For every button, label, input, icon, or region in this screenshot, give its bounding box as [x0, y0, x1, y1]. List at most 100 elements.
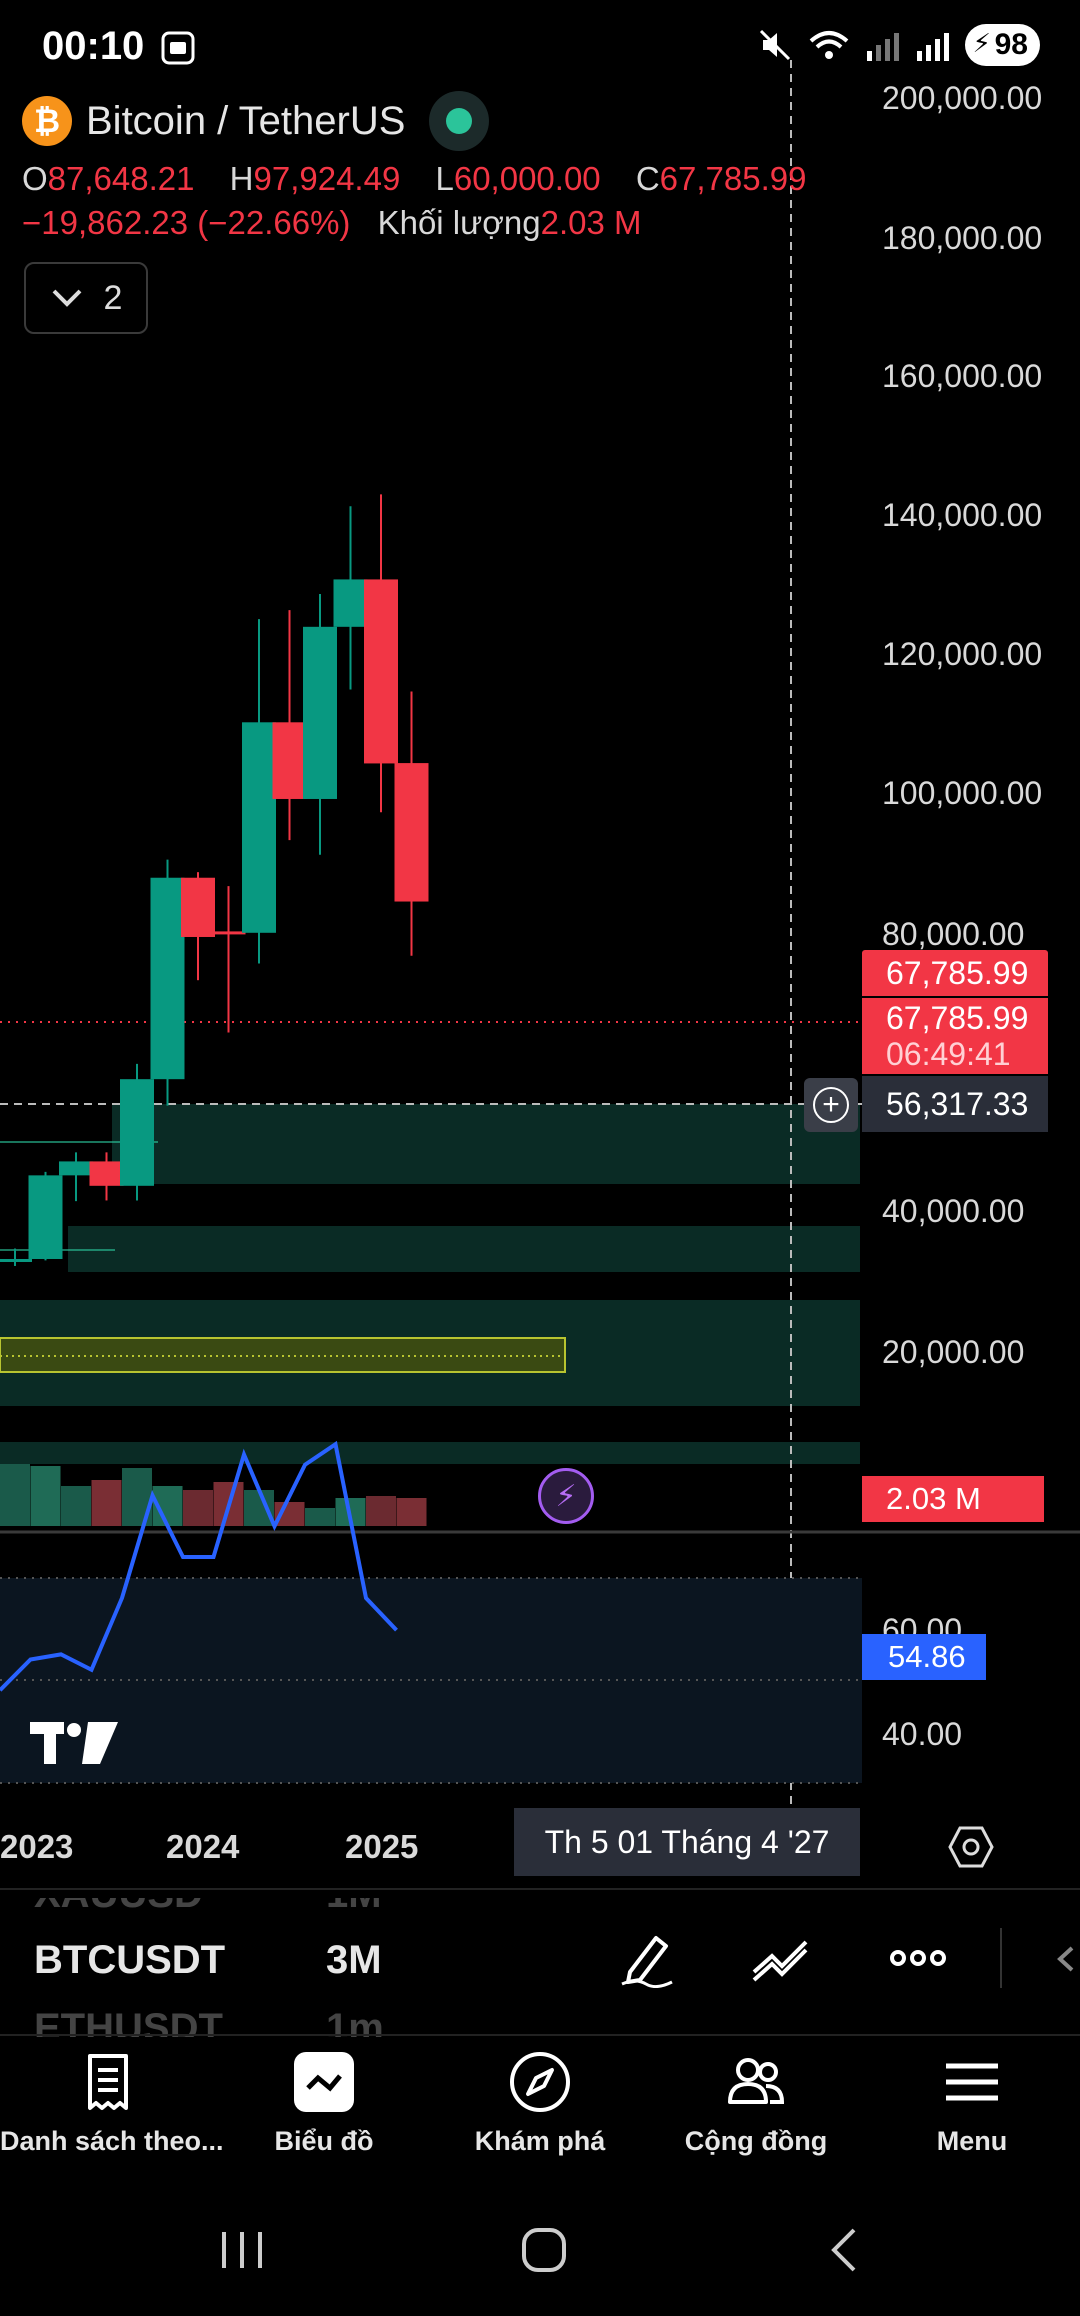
drawing-pen-icon[interactable] — [616, 1928, 676, 1988]
high-label: H — [229, 160, 254, 197]
compass-icon — [510, 2052, 570, 2112]
candle-body — [89, 1161, 124, 1186]
more-options-icon[interactable] — [888, 1928, 948, 1988]
indicator-count: 2 — [103, 278, 123, 317]
demand-zone-4 — [0, 1442, 860, 1464]
menu-icon — [946, 2063, 998, 2101]
time-axis-label: 2025 — [345, 1828, 419, 1865]
candle-body — [59, 1161, 93, 1176]
candle-body — [120, 1079, 154, 1186]
status-bar: 00:10 ⚡ 98 — [0, 0, 1080, 95]
high-value: 97,924.49 — [253, 160, 401, 197]
ohlc-row: O87,648.21 H97,924.49 L60,000.00 C67,785… — [22, 160, 842, 198]
bitcoin-icon: ₿ — [22, 96, 72, 146]
time-axis-label: 2023 — [0, 1828, 74, 1865]
price-chart[interactable] — [0, 0, 1080, 1900]
candle-body — [364, 579, 398, 764]
volume-bar — [183, 1490, 213, 1526]
mute-icon — [759, 29, 790, 61]
candles-layer — [0, 494, 429, 1266]
candle-body — [394, 763, 429, 902]
market-status-button[interactable] — [429, 91, 490, 151]
current-interval[interactable]: 3M — [326, 1938, 382, 1982]
status-time: 00:10 — [42, 24, 145, 68]
volume-bar — [61, 1486, 91, 1526]
candle-body — [28, 1175, 63, 1259]
last-price-value: 67,785.99 — [886, 1000, 1029, 1036]
price-axis-label: 40,000.00 — [882, 1193, 1025, 1229]
tradingview-logo-icon — [30, 1722, 118, 1764]
volume-layer — [0, 1464, 427, 1526]
demand-zone-1 — [112, 1104, 860, 1184]
rsi-axis-label: 40.00 — [882, 1716, 963, 1752]
rsi-band — [0, 1578, 862, 1783]
nav-label: Cộng đồng — [684, 2126, 828, 2156]
rsi-value-tag: 54.86 — [862, 1634, 986, 1680]
candle-body — [181, 877, 215, 937]
status-icons: ⚡ 98 — [757, 24, 1040, 66]
candle-body — [0, 1258, 32, 1262]
trendline-icon[interactable] — [750, 1928, 810, 1988]
volume-label: Khối lượng — [377, 204, 541, 241]
nav-chart[interactable]: Biểu đồ — [216, 2050, 432, 2157]
charging-icon: ⚡ — [972, 28, 991, 58]
nav-label: Khám phá — [474, 2126, 606, 2156]
chart-settings-icon[interactable] — [948, 1824, 994, 1870]
close-label: C — [635, 160, 660, 197]
open-value: 87,648.21 — [47, 160, 195, 197]
price-change: −19,862.23 (−22.66%) — [22, 204, 351, 241]
nav-community[interactable]: Cộng đồng — [648, 2050, 864, 2157]
watchlist-prev-interval[interactable]: 1M — [326, 1872, 382, 1916]
low-value: 60,000.00 — [453, 160, 601, 197]
watchlist-divider — [0, 1888, 1080, 1890]
low-label: L — [435, 160, 454, 197]
chart-icon — [294, 2052, 354, 2112]
bar-countdown: 06:49:41 — [886, 1036, 1011, 1072]
watchlist-next-interval[interactable]: 1m — [326, 2006, 384, 2050]
nav-menu[interactable]: Menu — [864, 2050, 1080, 2157]
recent-apps-icon[interactable] — [212, 2220, 272, 2280]
candle-body — [333, 579, 368, 627]
indicators-toggle-button[interactable]: 2 — [24, 262, 148, 334]
highlight-zone — [0, 1337, 566, 1373]
wifi-icon — [809, 31, 848, 59]
price-axis-label: 80,000.00 — [882, 916, 1025, 952]
plus-icon: + — [813, 1087, 849, 1123]
nav-divider — [0, 2034, 1080, 2036]
home-icon[interactable] — [514, 2220, 574, 2280]
flash-button[interactable]: ⚡ — [538, 1468, 594, 1524]
price-axis-label: 180,000.00 — [882, 220, 1043, 256]
price-axis-label: 100,000.00 — [882, 775, 1043, 811]
price-axis-label: 160,000.00 — [882, 358, 1043, 394]
lightning-icon: ⚡ — [555, 1479, 577, 1513]
change-row: −19,862.23 (−22.66%) Khối lượng2.03 M — [22, 204, 842, 242]
volume-bar — [396, 1498, 427, 1526]
nav-watchlist[interactable]: Danh sách theo... — [0, 2050, 224, 2157]
watchlist-next-symbol[interactable]: ETHUSDT — [34, 2006, 223, 2050]
volume-bar — [366, 1496, 396, 1526]
demand-zone-2 — [68, 1226, 860, 1272]
current-symbol[interactable]: BTCUSDT — [34, 1938, 226, 1982]
candle-body — [211, 931, 246, 935]
collapse-arrow-icon[interactable] — [1054, 1944, 1080, 1974]
add-alert-button[interactable]: + — [804, 1078, 858, 1132]
volume-bar — [0, 1464, 30, 1526]
candle-body — [242, 722, 276, 933]
watchlist-prev-symbol[interactable]: XAUUSD — [34, 1872, 203, 1916]
signal-icon-1 — [866, 33, 899, 61]
price-axis-label: 200,000.00 — [882, 80, 1043, 116]
chevron-down-icon — [52, 289, 81, 307]
volume-bar — [30, 1466, 61, 1526]
price-axis-label: 20,000.00 — [882, 1334, 1025, 1370]
symbol-title[interactable]: Bitcoin / TetherUS — [86, 98, 406, 143]
candle-body — [272, 722, 307, 799]
symbol-header: ₿ Bitcoin / TetherUS O87,648.21 H97,924.… — [22, 91, 842, 242]
watchlist-icon — [88, 2054, 128, 2110]
volume-tag: 2.03 M — [862, 1476, 1044, 1522]
price-axis-label: 140,000.00 — [882, 497, 1043, 533]
signal-icon-2 — [916, 33, 949, 61]
back-icon[interactable] — [816, 2220, 876, 2280]
nav-explore[interactable]: Khám phá — [432, 2050, 648, 2157]
last-price-countdown-tag: 67,785.99 06:49:41 — [862, 998, 1048, 1074]
market-open-icon — [446, 108, 473, 134]
